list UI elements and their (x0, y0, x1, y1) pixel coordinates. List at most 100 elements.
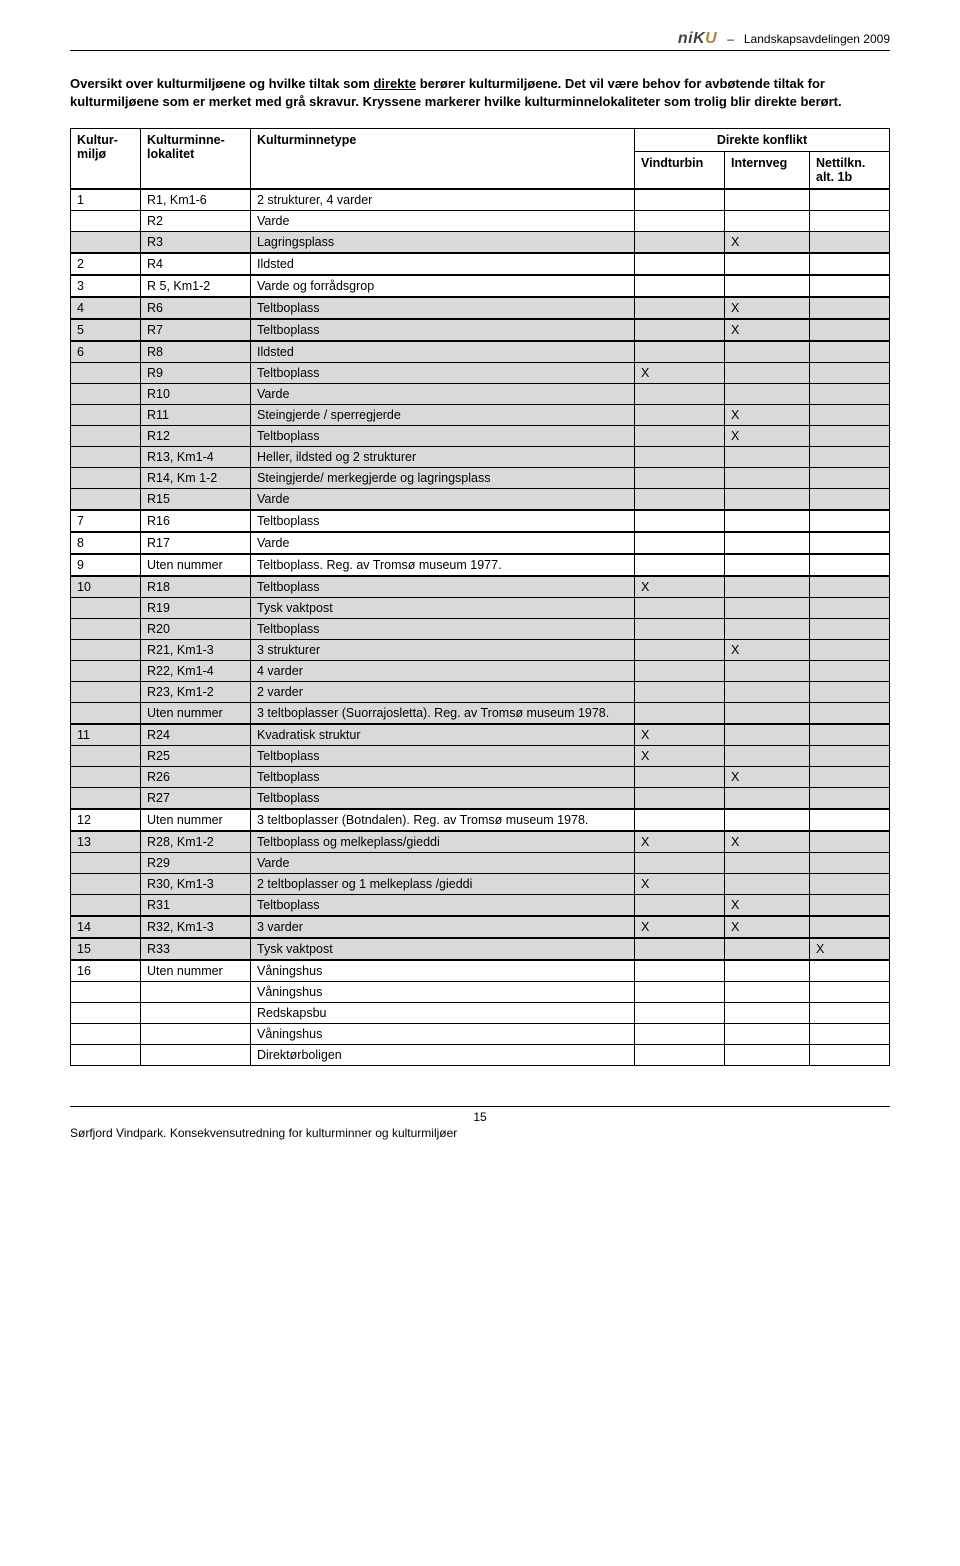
cell-lok: R4 (141, 253, 251, 275)
cell-internveg (725, 532, 810, 554)
header-dash: – (727, 32, 734, 46)
cell-nettilkn (810, 788, 890, 810)
cell-internveg (725, 489, 810, 511)
table-body: 1R1, Km1-62 strukturer, 4 varderR2VardeR… (71, 189, 890, 1066)
th-lokalitet: Kulturminne-lokalitet (141, 129, 251, 190)
table-row: 4R6TeltboplassX (71, 297, 890, 319)
table-row: Våningshus (71, 1024, 890, 1045)
table-row: R15Varde (71, 489, 890, 511)
table-head: Kultur-miljø Kulturminne-lokalitet Kultu… (71, 129, 890, 190)
th-internveg: Internveg (725, 152, 810, 190)
cell-internveg: X (725, 767, 810, 788)
cell-km: 2 (71, 253, 141, 275)
cell-internveg (725, 253, 810, 275)
cell-type: 3 teltboplasser (Botndalen). Reg. av Tro… (251, 809, 635, 831)
cell-km (71, 853, 141, 874)
cell-nettilkn (810, 554, 890, 576)
table-row: 9Uten nummerTeltboplass. Reg. av Tromsø … (71, 554, 890, 576)
cell-internveg (725, 1024, 810, 1045)
cell-vindturbin (635, 405, 725, 426)
cell-vindturbin (635, 426, 725, 447)
cell-internveg (725, 447, 810, 468)
cell-vindturbin (635, 895, 725, 917)
logo-u: U (705, 30, 717, 48)
cell-km (71, 232, 141, 254)
cell-lok: R26 (141, 767, 251, 788)
cell-lok: R27 (141, 788, 251, 810)
cell-km: 3 (71, 275, 141, 297)
cell-km (71, 982, 141, 1003)
table-row: Redskapsbu (71, 1003, 890, 1024)
cell-lok: R18 (141, 576, 251, 598)
cell-type: Teltboplass (251, 576, 635, 598)
cell-nettilkn (810, 874, 890, 895)
table-row: R9TeltboplassX (71, 363, 890, 384)
cell-nettilkn (810, 1045, 890, 1066)
cell-type: Våningshus (251, 982, 635, 1003)
cell-nettilkn (810, 576, 890, 598)
cell-type: Ildsted (251, 341, 635, 363)
table-row: 11R24Kvadratisk strukturX (71, 724, 890, 746)
cell-nettilkn (810, 341, 890, 363)
cell-nettilkn (810, 275, 890, 297)
page-number: 15 (70, 1110, 890, 1124)
cell-km (71, 703, 141, 725)
cell-internveg (725, 363, 810, 384)
cell-lok: R14, Km 1-2 (141, 468, 251, 489)
cell-vindturbin (635, 297, 725, 319)
table-row: 14R32, Km1-33 varderXX (71, 916, 890, 938)
cell-vindturbin (635, 232, 725, 254)
th-konflikt: Direkte konflikt (635, 129, 890, 152)
cell-km: 1 (71, 189, 141, 211)
cell-vindturbin: X (635, 576, 725, 598)
cell-lok: R2 (141, 211, 251, 232)
cell-lok: R13, Km1-4 (141, 447, 251, 468)
cell-lok: R23, Km1-2 (141, 682, 251, 703)
page-footer: 15 Sørfjord Vindpark. Konsekvensutrednin… (70, 1106, 890, 1140)
table-row: R27Teltboplass (71, 788, 890, 810)
cell-nettilkn (810, 189, 890, 211)
cell-vindturbin: X (635, 831, 725, 853)
cell-lok: R21, Km1-3 (141, 640, 251, 661)
table-row: 13R28, Km1-2Teltboplass og melkeplass/gi… (71, 831, 890, 853)
cell-lok: Uten nummer (141, 554, 251, 576)
table-row: R29Varde (71, 853, 890, 874)
cell-lok: R15 (141, 489, 251, 511)
cell-nettilkn (810, 253, 890, 275)
cell-internveg (725, 275, 810, 297)
cell-lok: R10 (141, 384, 251, 405)
cell-internveg: X (725, 232, 810, 254)
cell-type: Varde (251, 384, 635, 405)
cell-type: Våningshus (251, 960, 635, 982)
cell-nettilkn (810, 598, 890, 619)
cell-lok: Uten nummer (141, 960, 251, 982)
cell-km (71, 489, 141, 511)
table-row: R13, Km1-4Heller, ildsted og 2 strukture… (71, 447, 890, 468)
cell-vindturbin (635, 703, 725, 725)
cell-vindturbin (635, 447, 725, 468)
cell-nettilkn (810, 1003, 890, 1024)
cell-km: 5 (71, 319, 141, 341)
cell-internveg (725, 598, 810, 619)
cell-nettilkn (810, 489, 890, 511)
cell-lok (141, 1003, 251, 1024)
cell-internveg (725, 982, 810, 1003)
cell-km (71, 363, 141, 384)
cell-km (71, 767, 141, 788)
cell-internveg: X (725, 831, 810, 853)
cell-vindturbin (635, 682, 725, 703)
cell-km (71, 640, 141, 661)
table-row: 12Uten nummer3 teltboplasser (Botndalen)… (71, 809, 890, 831)
cell-lok: R24 (141, 724, 251, 746)
cell-km: 13 (71, 831, 141, 853)
cell-vindturbin (635, 211, 725, 232)
cell-internveg (725, 1045, 810, 1066)
cell-type: Teltboplass (251, 895, 635, 917)
cell-nettilkn (810, 724, 890, 746)
cell-lok: R20 (141, 619, 251, 640)
cell-km: 6 (71, 341, 141, 363)
table-row: 8R17Varde (71, 532, 890, 554)
table-row: Våningshus (71, 982, 890, 1003)
cell-km: 16 (71, 960, 141, 982)
cell-vindturbin: X (635, 916, 725, 938)
